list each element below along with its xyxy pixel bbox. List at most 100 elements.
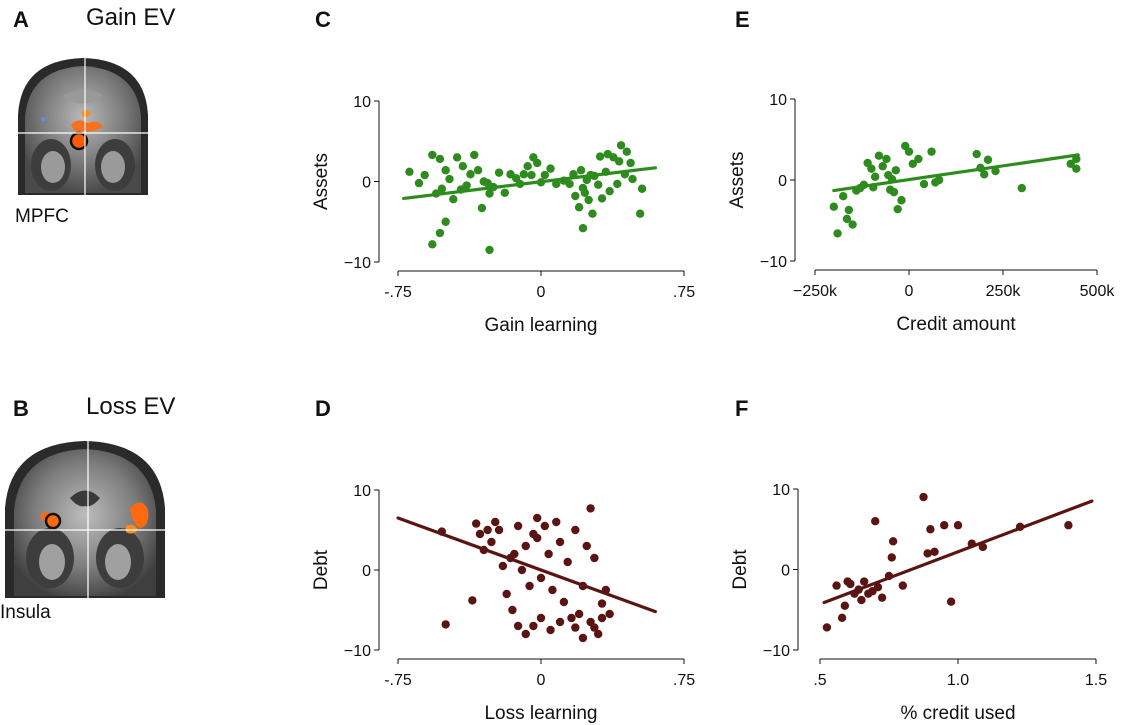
data-point [525, 581, 534, 591]
x-axis-label: % credit used [900, 703, 1015, 724]
x-tick-label: 1.5 [1085, 672, 1107, 689]
chart-e: −10 0 10 −250k 0 250k 500k Credit amount Assets [727, 92, 1115, 335]
data-point [926, 525, 935, 534]
y-tick-label: 0 [362, 175, 371, 192]
y-axis-label: Assets [311, 153, 332, 210]
panel-letter-d: D [315, 396, 331, 421]
data-point [940, 521, 949, 530]
data-point [532, 158, 542, 168]
data-point [846, 579, 855, 589]
panel-letter-b: B [13, 396, 29, 421]
x-tick-label: 1.0 [947, 672, 969, 689]
data-point [513, 621, 523, 631]
data-point [519, 170, 529, 179]
data-point [874, 151, 884, 160]
chart-f: −10 0 10 .5 1.0 1.5 % credit used Debt [730, 482, 1107, 724]
data-point [833, 229, 842, 238]
data-point [582, 541, 591, 551]
data-point [878, 162, 887, 171]
data-point [529, 621, 538, 631]
data-point [571, 525, 580, 535]
data-point [477, 203, 487, 213]
brain-image-insula [0, 438, 170, 602]
data-point [914, 154, 923, 164]
data-point [567, 613, 576, 623]
data-point [544, 549, 553, 559]
data-point [517, 565, 527, 575]
x-tick-label: .5 [813, 672, 826, 689]
data-point [839, 192, 848, 201]
data-point [546, 164, 555, 173]
data-point [565, 179, 574, 189]
data-point [626, 158, 635, 168]
data-point [435, 154, 445, 164]
data-point [590, 623, 599, 632]
data-point [563, 557, 572, 567]
data-point [470, 150, 479, 160]
data-point [887, 553, 896, 562]
data-point [452, 153, 462, 162]
data-point [594, 629, 603, 639]
data-point [637, 184, 647, 193]
data-point [527, 170, 536, 180]
data-point [483, 525, 492, 535]
data-point [540, 521, 550, 531]
data-point [532, 533, 542, 543]
data-point [590, 553, 599, 563]
data-point [441, 166, 450, 175]
data-point [832, 581, 841, 590]
data-point [870, 172, 880, 181]
data-point [919, 492, 928, 502]
data-point [521, 541, 530, 551]
data-point [559, 597, 569, 607]
data-point [571, 623, 580, 632]
data-point [555, 617, 565, 627]
data-point [859, 577, 869, 586]
regression-line [832, 153, 1080, 193]
data-point [428, 240, 437, 249]
x-axis-label: Gain learning [484, 315, 597, 336]
data-point [891, 166, 901, 175]
y-tick-label: 0 [362, 563, 371, 580]
data-point [983, 155, 993, 164]
data-point [462, 181, 471, 190]
brain-title-gain: Gain EV [86, 4, 176, 31]
chart-d: −10 0 10 -.75 0 .75 Loss learning Debt [311, 483, 695, 724]
data-point [588, 209, 597, 218]
data-point [882, 154, 891, 164]
data-point [972, 149, 981, 159]
data-point [991, 166, 1000, 176]
data-point [445, 174, 454, 184]
brain-title-loss: Loss EV [86, 393, 176, 420]
data-point [437, 184, 447, 193]
y-tick-label: 10 [353, 94, 371, 111]
data-point [873, 583, 883, 592]
data-point [458, 162, 468, 171]
x-tick-label: -.75 [384, 284, 412, 301]
x-tick-label: 0 [537, 284, 546, 301]
x-tick-label: -.75 [384, 672, 412, 689]
data-point [485, 189, 494, 198]
data-point [857, 595, 866, 605]
panel-letter-c: C [315, 7, 331, 32]
regression-line [402, 166, 658, 201]
data-point [532, 513, 542, 523]
data-point [498, 561, 508, 571]
data-point [946, 597, 956, 606]
data-point [441, 217, 450, 226]
data-point [635, 209, 645, 218]
data-point [523, 162, 532, 171]
data-point [555, 537, 565, 547]
data-point [934, 175, 944, 185]
data-point [888, 537, 898, 546]
data-point [485, 245, 494, 255]
data-point [428, 150, 437, 160]
data-point [1017, 183, 1026, 193]
x-tick-label: −250k [793, 283, 838, 300]
y-tick-label: 0 [781, 563, 790, 580]
data-point [536, 573, 546, 583]
data-point [574, 609, 584, 619]
data-point [1066, 159, 1075, 168]
data-point [848, 220, 857, 229]
brain-region-mpfc: MPFC [15, 206, 69, 227]
